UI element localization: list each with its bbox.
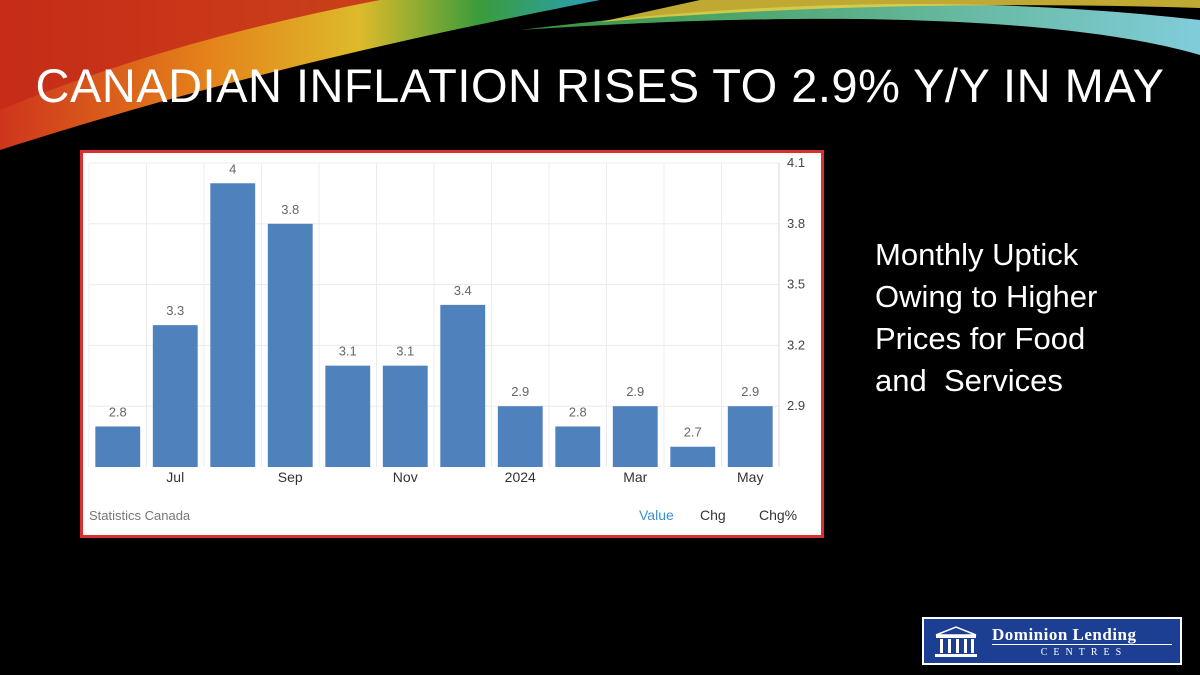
bar[interactable] (325, 365, 371, 467)
logo-divider (992, 644, 1172, 645)
side-caption-line: Monthly Uptick (875, 237, 1079, 272)
data-label: 3.1 (339, 344, 357, 359)
data-label: 2.7 (684, 425, 702, 440)
chart-tab-value[interactable]: Value (639, 507, 674, 523)
bar[interactable] (210, 183, 256, 467)
chart-tab-chg[interactable]: Chg (700, 507, 726, 523)
data-label: 2.8 (109, 404, 127, 419)
data-label: 4 (229, 161, 236, 176)
y-tick-label: 3.2 (787, 337, 805, 352)
chart-panel: 2.9 3.2 3.5 3.8 4.1 2.8 3.3 Jul 4 3.8 Sep 3.1 3.1 Nov… (80, 150, 824, 538)
bar-chart: 2.9 3.2 3.5 3.8 4.1 2.8 3.3 Jul 4 3.8 Sep 3.1 3.1 Nov… (88, 155, 805, 523)
building-columns-icon (935, 626, 977, 657)
data-label: 2.9 (741, 384, 759, 399)
x-tick-label: Jul (166, 469, 184, 485)
bar[interactable] (95, 426, 141, 467)
chart-tab-chg-pct[interactable]: Chg% (759, 507, 797, 523)
bar[interactable] (727, 406, 773, 467)
dominion-lending-logo: Dominion Lending CENTRES (922, 617, 1182, 665)
logo-name: Dominion Lending (992, 625, 1137, 644)
side-caption-line: Prices for Food (875, 321, 1086, 356)
x-tick-label: Mar (623, 469, 647, 485)
y-tick-label: 2.9 (787, 398, 805, 413)
bar[interactable] (382, 365, 428, 467)
bar[interactable] (152, 325, 198, 467)
y-tick-label: 3.5 (787, 277, 805, 292)
x-tick-label: May (737, 469, 763, 485)
data-label: 2.9 (511, 384, 529, 399)
bar[interactable] (440, 304, 486, 467)
x-tick-label: 2024 (505, 469, 536, 485)
data-label: 3.4 (454, 283, 472, 298)
chart-source: Statistics Canada (89, 508, 191, 523)
bar[interactable] (612, 406, 658, 467)
data-label: 3.3 (166, 303, 184, 318)
data-label: 2.9 (626, 384, 644, 399)
data-label: 2.8 (569, 404, 587, 419)
bar[interactable] (267, 223, 313, 467)
bar[interactable] (555, 426, 601, 467)
decorative-swoosh (0, 0, 1200, 150)
y-tick-label: 3.8 (787, 216, 805, 231)
bar[interactable] (670, 446, 716, 467)
side-caption-line: and Services (875, 363, 1063, 398)
side-caption: Monthly Uptick Owing to Higher Prices fo… (875, 234, 1175, 402)
slide-title: CANADIAN INFLATION RISES TO 2.9% Y/Y IN … (35, 59, 1165, 112)
y-tick-label: 4.1 (787, 155, 805, 170)
logo-subtitle: CENTRES (1040, 647, 1128, 658)
x-tick-label: Nov (393, 469, 418, 485)
bar[interactable] (497, 406, 543, 467)
data-label: 3.8 (281, 202, 299, 217)
side-caption-line: Owing to Higher (875, 279, 1098, 314)
data-label: 3.1 (396, 344, 414, 359)
x-tick-label: Sep (278, 469, 303, 485)
